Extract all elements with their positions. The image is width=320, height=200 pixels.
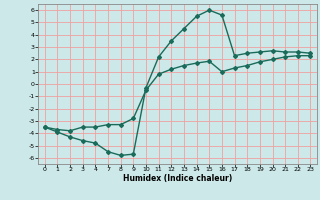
X-axis label: Humidex (Indice chaleur): Humidex (Indice chaleur) <box>123 174 232 183</box>
